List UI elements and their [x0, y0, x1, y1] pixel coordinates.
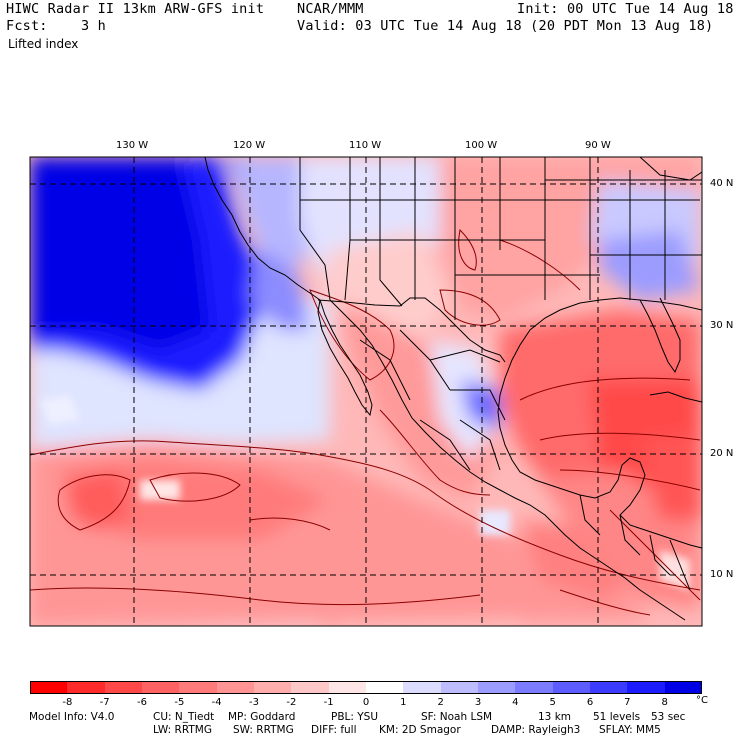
colorbar-swatch	[440, 681, 479, 694]
colorbar-swatch	[478, 681, 516, 694]
colorbar-swatch	[403, 681, 442, 694]
colorbar-tick-label: -8	[62, 697, 73, 708]
colorbar-swatch	[328, 681, 367, 694]
colorbar-swatch	[30, 681, 68, 694]
init-time: Init: 00 UTC Tue 14 Aug 18	[517, 1, 734, 17]
latitude-label-30n: 30 N	[710, 320, 734, 331]
colorbar-tick-label: -2	[286, 697, 297, 708]
colorbar-tick-label: 1	[400, 697, 407, 708]
colorbar-tick-label: 8	[661, 697, 668, 708]
footer-damp: DAMP: Rayleigh3	[491, 724, 581, 736]
footer-cu: CU: N_Tiedt	[153, 711, 215, 723]
colorbar-swatch	[552, 681, 591, 694]
colorbar-swatch	[366, 681, 404, 694]
latitude-label-40n: 40 N	[710, 178, 734, 189]
colorbar-tick-label: -4	[211, 697, 222, 708]
colorbar-swatch	[216, 681, 255, 694]
longitude-label-110w: 110 W	[349, 140, 382, 151]
colorbar-tick-label: 6	[586, 697, 594, 708]
latitude-label-10n: 10 N	[710, 569, 734, 580]
colorbar-swatch	[104, 681, 143, 694]
latitude-label-20n: 20 N	[710, 448, 734, 459]
colorbar-swatch	[515, 681, 554, 694]
forecast-hour: Fcst: 3 h	[6, 18, 106, 34]
longitude-label-130w: 130 W	[116, 140, 149, 151]
footer-levels: 51 levels	[593, 711, 641, 723]
colorbar-tick-label: -1	[323, 697, 334, 708]
colorbar-tick-label: -3	[249, 697, 259, 708]
footer-model-info: Model Info: V4.0	[29, 711, 115, 723]
footer-sf: SF: Noah LSM	[421, 711, 493, 723]
colorbar-unit: °C	[696, 695, 708, 706]
colorbar-tick-label: 4	[512, 697, 519, 708]
colorbar-tick-label: -7	[99, 697, 110, 708]
colorbar-swatch	[664, 681, 703, 694]
footer-sflay: SFLAY: MM5	[599, 724, 661, 736]
footer-km: KM: 2D Smagor	[379, 724, 461, 736]
colorbar-swatch	[627, 681, 666, 694]
colorbar-tick-label: 2	[437, 697, 444, 708]
footer-pbl: PBL: YSU	[331, 711, 379, 723]
colorbar-tick-label: -5	[174, 697, 185, 708]
footer-mp: MP: Goddard	[228, 711, 296, 723]
colorbar-swatch	[67, 681, 106, 694]
footer-diff: DIFF: full	[311, 724, 357, 736]
footer-timestep: 53 sec	[651, 711, 686, 723]
valid-time: Valid: 03 UTC Tue 14 Aug 18 (20 PDT Mon …	[297, 18, 714, 34]
colorbar-tick-label: 0	[362, 697, 370, 708]
footer-resolution: 13 km	[538, 711, 572, 723]
footer-sw: SW: RRTMG	[233, 724, 294, 736]
colorbar-tick-label: 5	[549, 697, 556, 708]
longitude-label-90w: 90 W	[585, 140, 611, 151]
field-name: Lifted index	[8, 37, 79, 51]
colorbar-swatch	[179, 681, 218, 694]
colorbar-tick-label: 7	[624, 697, 631, 708]
colorbar-swatch	[142, 681, 180, 694]
colorbar-tick-label: 3	[474, 697, 482, 708]
longitude-label-100w: 100 W	[465, 140, 498, 151]
footer-lw: LW: RRTMG	[153, 724, 212, 736]
lat-lon-grid	[30, 157, 702, 626]
colorbar-frame	[30, 681, 702, 694]
model-title: HIWC Radar II 13km ARW-GFS init	[6, 1, 265, 17]
longitude-label-120w: 120 W	[233, 140, 266, 151]
colorbar-swatch	[254, 681, 292, 694]
colorbar-tick-label: -6	[137, 697, 147, 708]
colorbar-swatch	[590, 681, 628, 694]
organization-label: NCAR/MMM	[297, 1, 364, 17]
colorbar-swatch	[291, 681, 330, 694]
